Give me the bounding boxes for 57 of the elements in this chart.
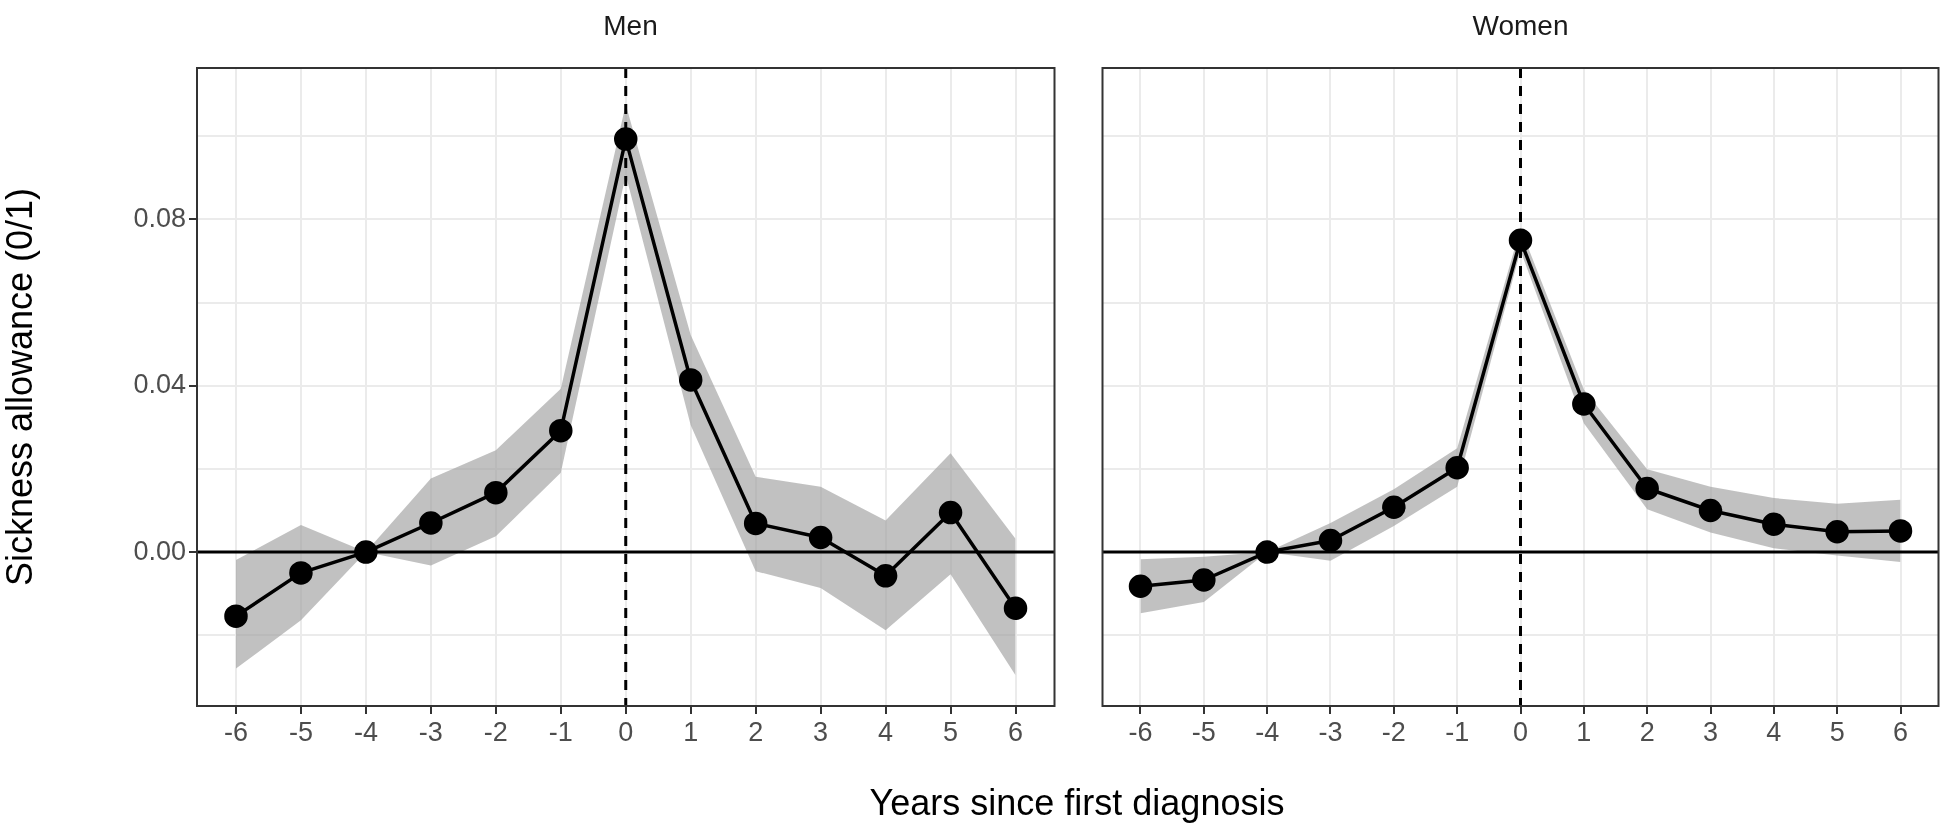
x-tick-label: -6 xyxy=(1128,716,1153,747)
chart-title: Men xyxy=(603,10,658,42)
x-axis-title: Years since first diagnosis xyxy=(869,782,1285,824)
x-tick-label: 3 xyxy=(813,716,829,747)
point xyxy=(938,500,963,525)
x-tick-label: -1 xyxy=(1445,716,1470,747)
x-tick-label: 4 xyxy=(878,716,894,747)
point xyxy=(1635,476,1659,501)
y-axis-title: Sickness allowance (0/1) xyxy=(0,187,40,587)
x-tick-label: -4 xyxy=(353,716,378,747)
x-tick-label: -5 xyxy=(1191,716,1216,747)
point xyxy=(1382,495,1406,519)
x-tick-label: 0 xyxy=(1512,716,1529,747)
point xyxy=(743,511,768,536)
point xyxy=(1445,455,1469,480)
point xyxy=(1192,568,1216,592)
point xyxy=(1698,498,1723,523)
point xyxy=(1825,519,1849,544)
x-tick-label: 3 xyxy=(1702,716,1719,747)
x-tick-label: 6 xyxy=(1892,716,1909,747)
point xyxy=(419,511,443,535)
point xyxy=(484,480,508,505)
point xyxy=(873,564,898,588)
point xyxy=(1762,512,1786,536)
x-tick-label: -3 xyxy=(1318,716,1343,747)
x-tick-label: 2 xyxy=(1639,716,1655,747)
point xyxy=(1318,528,1343,553)
x-tick-label: -2 xyxy=(1381,716,1406,747)
x-tick-label: -1 xyxy=(548,716,573,747)
x-tick-label: 2 xyxy=(748,716,764,747)
point xyxy=(1128,574,1153,598)
point xyxy=(289,561,313,585)
x-tick-label: -2 xyxy=(483,716,508,747)
x-tick-label: 1 xyxy=(683,716,699,747)
point xyxy=(614,127,638,151)
y-tick-label: 0.04 xyxy=(133,369,186,400)
point xyxy=(1508,228,1533,252)
x-tick-label: 4 xyxy=(1766,716,1782,747)
point xyxy=(224,604,248,628)
x-tick-label: -3 xyxy=(418,716,443,747)
y-tick-label: 0.08 xyxy=(133,202,186,233)
x-tick-label: -5 xyxy=(288,716,313,747)
point xyxy=(1003,596,1028,621)
y-tick-label: 0.00 xyxy=(133,535,186,566)
x-tick-label: 0 xyxy=(618,716,634,747)
point xyxy=(1888,519,1913,543)
x-tick-label: 1 xyxy=(1576,716,1592,747)
x-tick-label: 5 xyxy=(943,716,959,747)
point xyxy=(678,368,703,392)
point xyxy=(808,525,833,550)
point xyxy=(549,418,573,443)
x-tick-label: 6 xyxy=(1008,716,1024,747)
x-tick-label: 5 xyxy=(1829,716,1845,747)
x-tick-label: -4 xyxy=(1255,716,1280,747)
x-tick-label: -6 xyxy=(223,716,248,747)
point xyxy=(1572,392,1596,416)
chart-title: Women xyxy=(1472,10,1569,42)
